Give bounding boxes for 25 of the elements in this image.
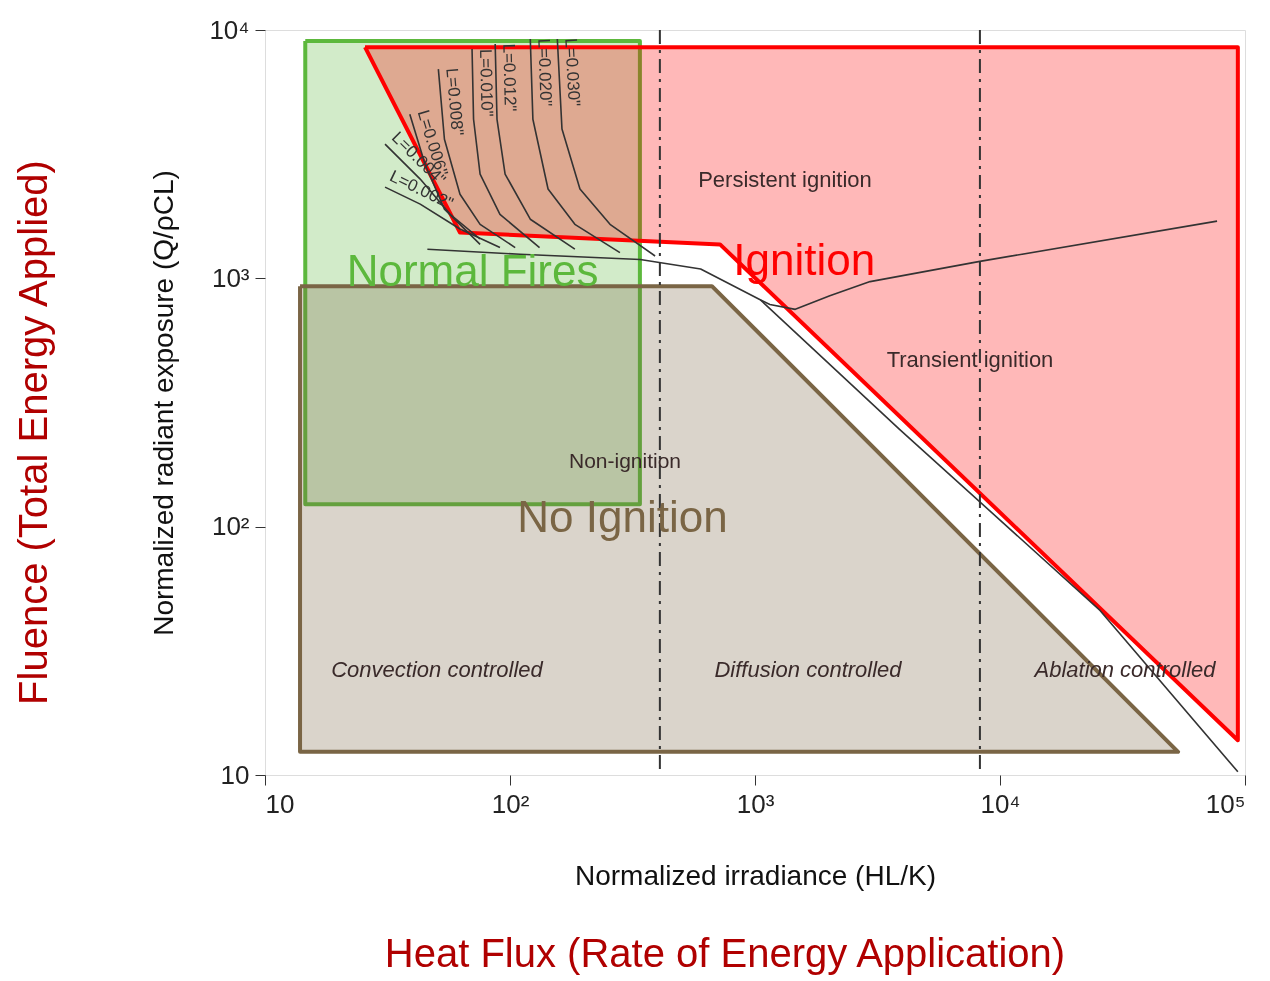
text: Heat Flux (Rate of Energy Application) bbox=[384, 931, 1066, 975]
x-axis-title: Normalized irradiance (HL/K) bbox=[574, 859, 937, 891]
text: L=0.030" bbox=[561, 37, 584, 107]
y-tick-label: 10 bbox=[220, 759, 250, 790]
x-tick-label: 10 bbox=[265, 788, 295, 819]
annotation: Diffusion controlled bbox=[714, 657, 903, 682]
text: L=0.020" bbox=[534, 38, 556, 107]
text: L=0.008" bbox=[442, 67, 468, 137]
text: Fluence (Total Energy Applied) bbox=[11, 160, 55, 705]
x-tick-label: 10⁴ bbox=[980, 788, 1021, 819]
annotation: Transient ignition bbox=[886, 347, 1054, 372]
annotation: Persistent ignition bbox=[698, 167, 872, 192]
y-tick-label: 10³ bbox=[211, 262, 250, 293]
y-axis-title: Normalized radiant exposure (Q/ρCL) bbox=[148, 170, 180, 636]
text: L=0.012" bbox=[499, 43, 520, 112]
y-tick-label: 10² bbox=[211, 511, 250, 542]
annotation: Convection controlled bbox=[331, 657, 544, 682]
y-tick-label: 10⁴ bbox=[209, 14, 250, 45]
text: L=0.010" bbox=[476, 48, 497, 117]
x-tick-label: 10³ bbox=[736, 788, 775, 819]
series-label: Normal Fires bbox=[346, 245, 599, 295]
x-tick-label: 10² bbox=[491, 788, 530, 819]
x-tick-label: 10⁵ bbox=[1205, 788, 1246, 819]
series-label: No Ignition bbox=[517, 491, 728, 541]
series-label: Ignition bbox=[733, 235, 876, 285]
